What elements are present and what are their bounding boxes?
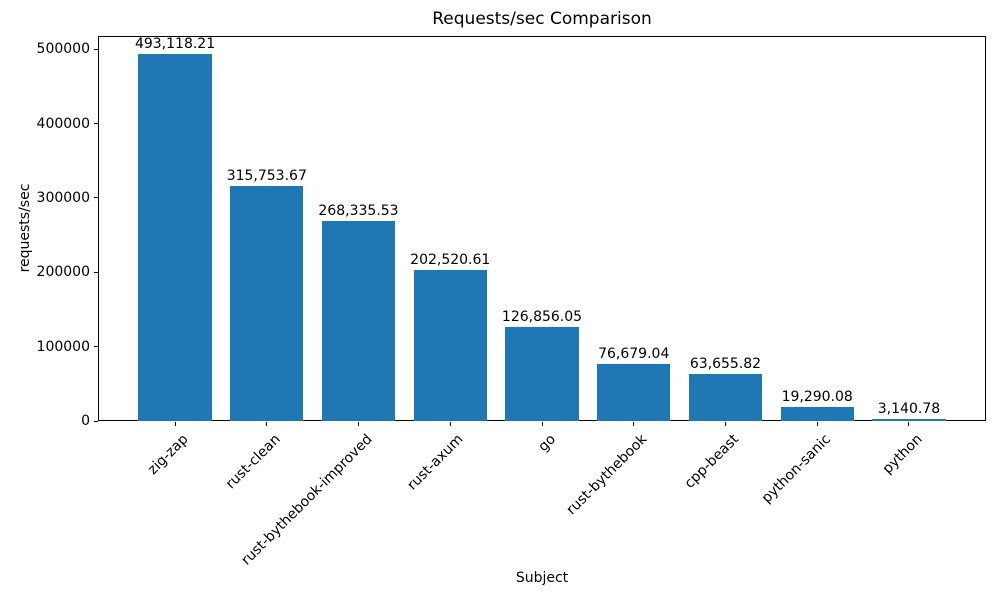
y-tick-label: 0 bbox=[81, 413, 90, 429]
bar-go bbox=[505, 326, 579, 421]
y-tick-label: 500000 bbox=[36, 41, 90, 58]
bar-rust-axum bbox=[413, 270, 487, 421]
y-tick-mark bbox=[94, 271, 98, 273]
x-axis-label: Subject bbox=[515, 570, 569, 586]
y-tick-label: 400000 bbox=[36, 115, 90, 132]
bar-zig-zap bbox=[138, 54, 212, 421]
y-tick-label: 100000 bbox=[36, 338, 90, 355]
x-tick-mark bbox=[358, 422, 360, 426]
y-tick-mark bbox=[94, 48, 98, 50]
bar-value-label: 76,679.04 bbox=[598, 345, 670, 362]
bar-value-label: 3,140.78 bbox=[877, 400, 941, 417]
y-tick-mark bbox=[94, 197, 98, 199]
y-axis-label: requests/sec bbox=[17, 183, 33, 273]
y-tick-mark bbox=[94, 123, 98, 125]
x-tick-mark bbox=[724, 422, 726, 426]
bar-rust-bythebook bbox=[597, 363, 671, 421]
bar-rust-bythebook-improved bbox=[321, 221, 396, 421]
bar-value-label: 63,655.82 bbox=[689, 355, 762, 372]
bar-value-label: 19,290.08 bbox=[781, 388, 853, 405]
x-tick-label: python-sanic bbox=[758, 431, 834, 507]
x-tick-mark bbox=[908, 422, 910, 426]
chart-title: Requests/sec Comparison bbox=[432, 9, 652, 29]
x-tick-mark bbox=[816, 422, 818, 426]
x-tick-label: cpp-beast bbox=[681, 431, 743, 492]
bar-cpp-beast bbox=[688, 373, 763, 421]
x-tick-mark bbox=[633, 422, 635, 426]
bar-value-label: 315,753.67 bbox=[226, 168, 307, 185]
x-tick-label: go bbox=[534, 431, 559, 455]
x-tick-mark bbox=[449, 422, 451, 426]
bar-python-sanic bbox=[780, 406, 854, 421]
bar-python bbox=[872, 418, 946, 421]
x-tick-mark bbox=[541, 422, 543, 426]
bar-value-label: 493,118.21 bbox=[134, 36, 216, 53]
x-tick-label: rust-bythebook bbox=[563, 431, 651, 519]
bar-value-label: 268,335.53 bbox=[318, 203, 399, 220]
y-tick-mark bbox=[94, 420, 98, 422]
y-tick-mark bbox=[94, 346, 98, 348]
bar-rust-clean bbox=[230, 186, 304, 421]
x-tick-label: zig-zap bbox=[145, 431, 192, 478]
bar-value-label: 126,856.05 bbox=[501, 308, 583, 325]
x-tick-mark bbox=[174, 422, 176, 426]
bar-value-label: 202,520.61 bbox=[410, 252, 491, 269]
x-tick-label: python bbox=[879, 431, 926, 478]
x-tick-label: rust-axum bbox=[404, 431, 467, 494]
y-tick-label: 300000 bbox=[36, 189, 90, 206]
x-tick-mark bbox=[266, 422, 268, 426]
y-tick-label: 200000 bbox=[36, 264, 90, 281]
x-tick-label: rust-clean bbox=[222, 431, 284, 493]
